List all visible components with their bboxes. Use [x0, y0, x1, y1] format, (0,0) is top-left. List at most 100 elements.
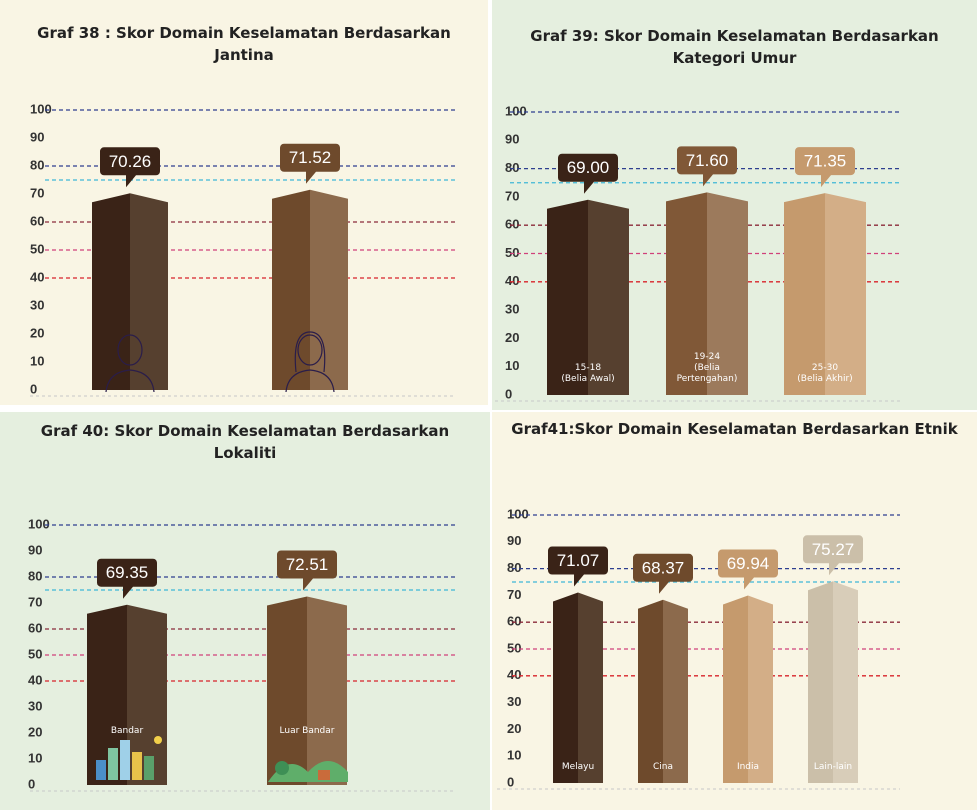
y-tick-label: 80 — [30, 157, 44, 172]
bar-right-face — [307, 596, 347, 785]
bar-right-face — [310, 189, 348, 390]
category-label: Melayu — [561, 762, 595, 772]
y-tick-label: 10 — [505, 358, 519, 373]
building — [132, 752, 142, 780]
y-tick-label: 70 — [28, 594, 42, 609]
y-tick-label: 80 — [507, 560, 521, 575]
y-tick-label: 40 — [28, 672, 42, 687]
bar — [784, 193, 866, 395]
y-tick-label: 60 — [507, 614, 521, 629]
category-label-box: 25-30 (Belia Akhir) — [797, 363, 853, 384]
callout — [633, 553, 693, 594]
category-label: 15-18 (Belia Awal) — [561, 363, 615, 384]
value-label: 71.35 — [804, 152, 847, 171]
category-label-box: India — [737, 762, 759, 772]
category-label-box: 19-24 (Belia Pertengahan) — [677, 352, 738, 384]
category-label-box: Lain-lain — [813, 762, 853, 772]
y-tick-label: 30 — [28, 698, 42, 713]
icon-head — [297, 334, 323, 366]
y-tick-label: 30 — [505, 302, 519, 317]
y-tick-label: 10 — [28, 750, 42, 765]
bar — [808, 581, 858, 783]
bar-left-face — [547, 199, 588, 395]
value-label: 69.94 — [727, 554, 770, 573]
chart-title-box: Graf 38 : Skor Domain Keselamatan Berdas… — [37, 24, 451, 64]
chart-title-box: Graf 39: Skor Domain Keselamatan Berdasa… — [530, 27, 938, 67]
village-icon — [268, 761, 348, 782]
bar — [553, 592, 603, 783]
value-label: 75.27 — [812, 540, 855, 559]
y-tick-label: 40 — [505, 273, 519, 288]
value-label: 72.51 — [286, 555, 329, 574]
bar — [92, 193, 168, 390]
y-tick-label: 80 — [505, 160, 519, 175]
y-tick-label: 40 — [30, 269, 44, 284]
bar-left-face — [272, 189, 310, 390]
bar-right-face — [578, 592, 603, 783]
y-tick-label: 30 — [30, 297, 44, 312]
bar-left-face — [808, 581, 833, 783]
value-label: 71.60 — [686, 151, 729, 170]
bar-left-face — [553, 592, 578, 783]
y-tick-label: 50 — [505, 245, 519, 260]
y-tick-label: 0 — [507, 774, 514, 789]
bar-right-face — [707, 192, 748, 395]
value-label: 71.52 — [289, 148, 332, 167]
bar-left-face — [638, 599, 663, 783]
bar-left-face — [784, 193, 825, 395]
bar-left-face — [666, 192, 707, 395]
y-tick-label: 20 — [505, 330, 519, 345]
y-tick-label: 60 — [28, 620, 42, 635]
y-tick-label: 50 — [30, 241, 44, 256]
value-label: 70.26 — [109, 152, 152, 171]
category-label-box: 15-18 (Belia Awal) — [561, 363, 615, 384]
value-label: 68.37 — [642, 558, 685, 577]
icon-body — [285, 369, 335, 393]
y-tick-label: 100 — [505, 103, 527, 118]
category-label-box: Melayu — [561, 762, 595, 772]
y-tick-label: 0 — [505, 386, 512, 401]
icon-head — [117, 334, 143, 366]
callout — [277, 550, 337, 591]
y-tick-label: 40 — [507, 667, 521, 682]
tree — [275, 761, 289, 775]
bar-right-face — [748, 595, 773, 783]
female-icon — [285, 331, 335, 393]
y-tick-label: 90 — [507, 533, 521, 548]
y-tick-label: 90 — [505, 132, 519, 147]
bar — [547, 199, 629, 395]
callout — [795, 147, 855, 188]
panel-background — [0, 0, 488, 405]
bar-right-face — [588, 199, 629, 395]
category-label: Luar Bandar — [279, 726, 335, 736]
callout — [97, 558, 157, 599]
y-tick-label: 80 — [28, 568, 42, 583]
category-label: Lain-lain — [813, 762, 853, 772]
male-icon — [105, 334, 155, 393]
building — [96, 760, 106, 780]
bar-right-face — [130, 193, 168, 390]
category-label: Cina — [652, 762, 673, 772]
building — [120, 740, 130, 780]
y-tick-label: 60 — [505, 217, 519, 232]
y-tick-label: 100 — [28, 516, 50, 531]
y-tick-label: 20 — [30, 325, 44, 340]
building — [108, 748, 118, 780]
y-tick-label: 0 — [30, 381, 37, 396]
y-tick-label: 60 — [30, 213, 44, 228]
callout — [548, 546, 608, 587]
y-tick-label: 100 — [507, 506, 529, 521]
value-label: 69.00 — [567, 158, 610, 177]
panel-background — [0, 412, 490, 810]
bar — [87, 604, 167, 785]
y-tick-label: 20 — [28, 724, 42, 739]
chart-title: Graf 38 : Skor Domain Keselamatan Berdas… — [37, 24, 451, 64]
category-label: 25-30 (Belia Akhir) — [797, 363, 853, 384]
house — [318, 770, 330, 780]
y-tick-label: 50 — [28, 646, 42, 661]
bar-right-face — [663, 599, 688, 783]
bar-left-face — [267, 596, 307, 785]
chart-title-box: Graf 40: Skor Domain Keselamatan Berdasa… — [41, 422, 449, 462]
y-tick-label: 10 — [507, 748, 521, 763]
